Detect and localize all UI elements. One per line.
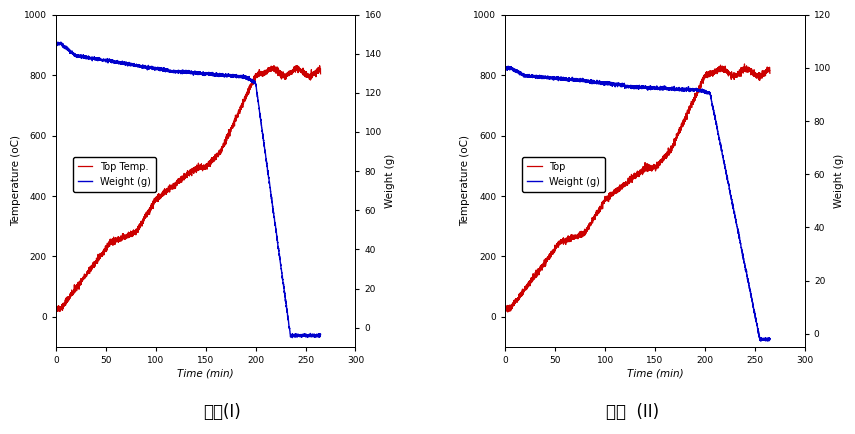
Line: Weight (g): Weight (g)	[56, 42, 321, 338]
Line: Top Temp.: Top Temp.	[56, 66, 321, 312]
Weight (g)	[310, 333, 321, 339]
Top Temp.	[282, 70, 292, 76]
Legend: Top, Weight (g): Top, Weight (g)	[522, 157, 605, 191]
Top Temp.	[152, 199, 162, 204]
Top	[731, 71, 741, 76]
Weight (g)	[764, 336, 775, 341]
Text: 실험  (II): 실험 (II)	[606, 403, 659, 421]
X-axis label: Time (min): Time (min)	[627, 368, 683, 378]
Weight (g)	[50, 40, 61, 46]
Top	[602, 196, 612, 201]
Y-axis label: Temperature (oC): Temperature (oC)	[461, 135, 470, 227]
Weight (g)	[763, 339, 773, 344]
Weight (g)	[315, 332, 326, 337]
Weight (g)	[613, 82, 623, 88]
Weight (g)	[731, 219, 741, 224]
Top	[500, 303, 510, 309]
Weight (g)	[152, 66, 162, 72]
Top Temp.	[315, 71, 326, 76]
Weight (g)	[164, 69, 174, 74]
Weight (g)	[282, 308, 292, 313]
Top Temp.	[164, 187, 174, 192]
Top Temp.	[50, 305, 61, 310]
Text: 실험(I): 실험(I)	[203, 403, 241, 421]
Top Temp.	[54, 309, 64, 314]
Legend: Top Temp., Weight (g): Top Temp., Weight (g)	[73, 157, 156, 191]
Top	[546, 249, 557, 254]
X-axis label: Time (min): Time (min)	[177, 368, 234, 378]
Y-axis label: Weight (g): Weight (g)	[834, 154, 844, 208]
Weight (g)	[81, 54, 91, 59]
Y-axis label: Temperature (oC): Temperature (oC)	[11, 135, 21, 227]
Weight (g)	[602, 80, 612, 85]
Weight (g)	[287, 335, 298, 340]
Line: Top: Top	[505, 64, 770, 312]
Y-axis label: Weight (g): Weight (g)	[385, 154, 394, 208]
Top	[613, 185, 623, 190]
Top Temp.	[81, 273, 91, 278]
Top	[740, 61, 750, 66]
Weight (g)	[546, 75, 557, 80]
Top	[503, 309, 513, 315]
Weight (g)	[500, 65, 510, 70]
Line: Weight (g): Weight (g)	[505, 66, 770, 341]
Weight (g)	[759, 336, 770, 341]
Top	[530, 273, 540, 278]
Top	[764, 71, 775, 76]
Weight (g)	[97, 57, 107, 62]
Top Temp.	[268, 63, 279, 68]
Weight (g)	[530, 73, 540, 79]
Top	[760, 69, 770, 75]
Weight (g)	[503, 63, 513, 69]
Weight (g)	[56, 39, 66, 45]
Top Temp.	[310, 69, 321, 74]
Top Temp.	[97, 250, 107, 256]
